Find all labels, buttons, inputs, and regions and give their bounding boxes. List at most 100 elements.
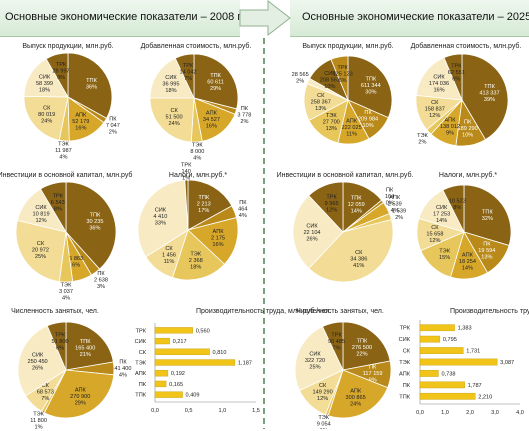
pie-slice-label: СИК <box>35 205 47 211</box>
pie-slice <box>187 179 233 231</box>
pie-slice <box>330 55 349 101</box>
bar-category-label: АПК <box>399 371 411 377</box>
title-bar-left <box>0 0 240 37</box>
bar-category-label: АПК <box>135 371 147 377</box>
pie-slice-label: ПК <box>483 242 491 248</box>
pie-slice-label: 11 987 <box>55 148 72 154</box>
pie-slice-label: 10% <box>362 123 373 129</box>
pie-slice-label: 14% <box>462 265 473 271</box>
pie-slice-label: 36% <box>86 84 97 90</box>
pie-slice-label: 9 054 <box>317 422 331 428</box>
pie-title-2: Выпуск продукции, млн.руб. <box>302 42 393 50</box>
pie-slice <box>17 325 67 397</box>
pie-slice-label: 208 561 <box>320 78 340 84</box>
bar <box>154 380 167 388</box>
pie-slice-label: 34 527 <box>203 117 220 123</box>
header-title-right: Основные экономические показатели – 2025… <box>302 11 529 23</box>
pie-slice-label: 117 159 <box>363 371 383 377</box>
pie-slice-label: 0% <box>386 200 394 206</box>
pie-title-10: Численность занятых, чел. <box>296 308 384 315</box>
pie-slice-label: СК <box>165 246 173 252</box>
pie-slice-label: АПК <box>462 252 474 258</box>
pie-slice-label: 5 863 <box>69 256 83 262</box>
pie-slice-label: АПК <box>346 119 358 125</box>
pie-slice-label: 322 720 <box>305 358 325 364</box>
bar-tick-label: 1,5 <box>252 408 260 414</box>
pie-slice-label: 4% <box>59 154 67 160</box>
pie-slice <box>65 321 114 371</box>
bar-category-label: ПК <box>139 382 147 388</box>
pie-slice-label: ТПК <box>86 78 97 84</box>
pie-slice-label: АПК <box>445 117 457 123</box>
pie-slice-label: 39% <box>484 97 495 103</box>
pie-slice-label: ПК <box>109 117 117 123</box>
bar-value-label: 0,738 <box>441 371 455 377</box>
pie-slice-label: 7 047 <box>106 123 120 129</box>
bar <box>154 359 236 366</box>
pie-slice-label: 17% <box>198 208 209 214</box>
pie-slice-label: 2 368 <box>189 258 203 264</box>
pie-slice-label: 11% <box>164 259 175 265</box>
pie-slice-label: ПК <box>241 106 249 112</box>
pie-slice-label: 611 344 <box>361 83 381 89</box>
pie-slice-label: 174 036 <box>429 81 449 87</box>
pie-slice <box>415 57 463 101</box>
pie-slice-label: ТЭК <box>61 283 72 289</box>
divider-line <box>263 38 265 429</box>
bar-value-label: 0,810 <box>213 350 227 356</box>
pie-slice-label: 2 638 <box>94 277 108 283</box>
arrow-right-icon <box>239 0 291 36</box>
pie-slice-label: СИК <box>436 205 448 211</box>
pie-title-0: Выпуск продукции, млн.руб. <box>22 42 113 50</box>
bar-tick-label: 0,0 <box>151 408 159 414</box>
pie-slice-label: ПК <box>369 364 377 370</box>
pie-slice-label: ТПК <box>210 73 221 79</box>
bar-chart-title-9: Производительность труда, млн.руб./чел. <box>196 307 331 315</box>
pie-slice-label: 90 485 <box>328 339 345 345</box>
bar-tick-label: 0,0 <box>416 410 424 416</box>
pie-slice-label: 20 972 <box>32 248 49 254</box>
pie-slice <box>292 194 344 270</box>
pie-slice-label: 13% <box>481 255 492 261</box>
pie-slice-label: 2% <box>296 78 304 84</box>
pie-slice <box>23 58 69 98</box>
bar-category-label: ТПК <box>399 394 410 400</box>
pie-slice-label: 8% <box>453 205 461 211</box>
pie-slice-label: 9% <box>57 75 65 81</box>
pie-slice-label: АПК <box>206 111 218 117</box>
bar-value-label: 1,187 <box>238 361 252 367</box>
bar-value-label: 1,383 <box>458 326 472 332</box>
bar-value-label: 0,165 <box>169 382 183 388</box>
pie-slice <box>149 97 195 143</box>
pie-slice-label: 3 778 <box>237 112 251 118</box>
pie-slice-label: ТРК <box>53 194 64 200</box>
pie-slice-label: 1% <box>35 424 43 429</box>
pie-slice-label: 16% <box>212 242 223 248</box>
pie-slice-label: ПК <box>97 271 105 277</box>
pie-slice-label: 10% <box>324 84 335 90</box>
pie-slice-label: 165 400 <box>75 345 95 351</box>
pie-slice-label: СИК <box>309 351 321 357</box>
pie-slice-label: ТПК <box>484 84 495 90</box>
pie-slice-label: 36 995 <box>162 81 179 87</box>
bar-category-label: ТПК <box>135 393 146 399</box>
pie-slice-label: 250 450 <box>27 359 47 365</box>
pie-slice-label: ТРК <box>451 64 462 70</box>
pie-slice-label: 270 900 <box>70 394 90 400</box>
pie-slice-label: 51 800 <box>52 339 69 345</box>
pie-slice-label: 14% <box>436 218 447 224</box>
pie-slice-label: СИК <box>324 71 336 77</box>
pie-slice-label: ТПК <box>365 77 376 83</box>
bar-value-label: 0,560 <box>196 328 210 334</box>
pie-slice <box>184 179 189 231</box>
pie-slice-label: ТЭК <box>439 249 450 255</box>
pie-slice-label: 24% <box>169 121 180 127</box>
pie-slice-label: 16% <box>75 126 86 132</box>
pie-slice-label: 4% <box>62 296 70 302</box>
pie-slice-label: СИК <box>433 75 445 81</box>
bar-category-label: ТЭК <box>135 361 146 367</box>
pie-slice-label: ТПК <box>482 209 493 215</box>
bar-category-label: ТЭК <box>399 360 410 366</box>
pie-slice-label: 413 337 <box>479 90 499 96</box>
bar-category-label: ТРК <box>400 326 411 332</box>
